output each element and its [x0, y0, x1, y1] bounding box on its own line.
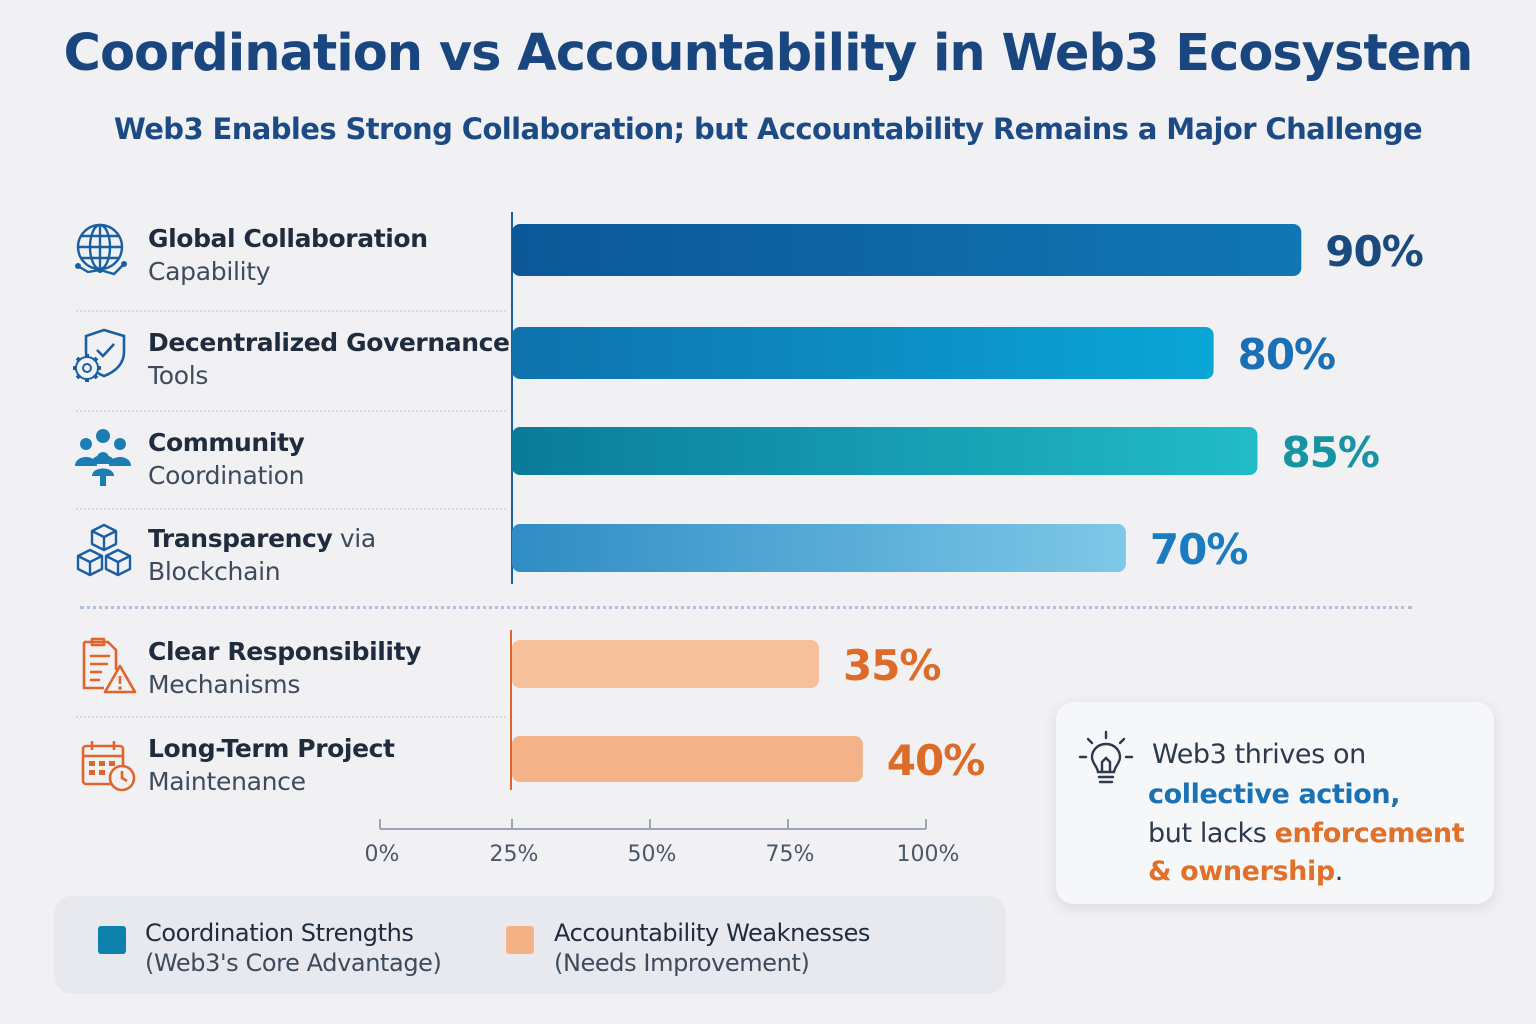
- x-tick-label: 25%: [490, 842, 539, 867]
- row-separator: [76, 716, 506, 718]
- legend-swatch-strengths: [98, 926, 126, 954]
- bar-4: [512, 524, 1126, 572]
- category-label-1: Global Collaboration Capability: [148, 224, 428, 286]
- legend-item-weaknesses: Accountability Weaknesses (Needs Improve…: [554, 919, 871, 977]
- legend-item-strengths: Coordination Strengths (Web3's Core Adva…: [145, 919, 442, 977]
- category-label-3: Community Coordination: [148, 428, 305, 490]
- x-tick-label: 75%: [766, 842, 815, 867]
- bar-3: [512, 427, 1258, 475]
- people-group-icon: [75, 429, 131, 486]
- callout-line-1: Web3 thrives on: [1152, 739, 1366, 770]
- category-label-2: Decentralized Governance Tools: [148, 328, 510, 390]
- row-separator: [76, 508, 506, 510]
- x-tick-label: 50%: [628, 842, 677, 867]
- bar-5: [512, 640, 819, 688]
- category-label-6: Long-Term Project Maintenance: [148, 734, 395, 796]
- value-label-5: 35%: [843, 641, 941, 690]
- value-label-1: 90%: [1325, 227, 1423, 276]
- callout-line-4: & ownership.: [1148, 856, 1343, 887]
- legend-swatch-weaknesses: [506, 926, 534, 954]
- value-label-4: 70%: [1150, 525, 1248, 574]
- bar-2: [512, 327, 1214, 379]
- calendar-clock-icon: [81, 741, 136, 792]
- value-label-2: 80%: [1238, 330, 1336, 379]
- bar-1: [512, 224, 1302, 276]
- row-separator: [76, 410, 506, 412]
- lightbulb-icon: [1078, 730, 1134, 784]
- bar-6: [512, 736, 863, 782]
- chart-title: Coordination vs Accountability in Web3 E…: [63, 24, 1474, 83]
- callout-line-2: collective action,: [1148, 779, 1401, 810]
- globe-network-icon: [75, 223, 127, 276]
- document-warning-icon: [82, 637, 137, 694]
- section-separator: [80, 606, 1412, 609]
- shield-gear-icon: [73, 328, 126, 382]
- x-tick-label: 100%: [897, 842, 960, 867]
- insight-callout: Web3 thrives on collective action, but l…: [1056, 702, 1494, 904]
- blocks-cubes-icon: [76, 523, 132, 577]
- value-label-3: 85%: [1281, 428, 1379, 477]
- callout-line-3: but lacks enforcement: [1148, 818, 1465, 849]
- category-label-4: Transparency via Blockchain: [148, 524, 376, 586]
- chart-subtitle: Web3 Enables Strong Collaboration; but A…: [113, 112, 1423, 146]
- chart-legend: Coordination Strengths (Web3's Core Adva…: [54, 896, 1006, 994]
- value-label-6: 40%: [887, 736, 985, 785]
- category-label-5: Clear Responsibility Mechanisms: [148, 637, 422, 699]
- row-separator: [76, 310, 506, 312]
- x-tick-label: 0%: [365, 842, 400, 867]
